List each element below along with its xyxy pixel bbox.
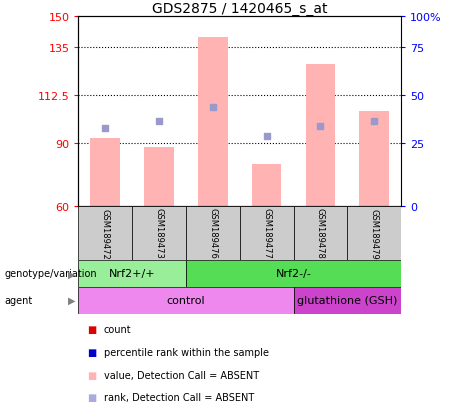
Point xyxy=(101,125,109,132)
Point xyxy=(209,104,217,111)
Text: value, Detection Call = ABSENT: value, Detection Call = ABSENT xyxy=(104,370,259,380)
Bar xyxy=(240,206,294,260)
Bar xyxy=(78,206,132,260)
Bar xyxy=(347,206,401,260)
Text: agent: agent xyxy=(5,295,33,306)
Bar xyxy=(90,139,120,206)
Text: percentile rank within the sample: percentile rank within the sample xyxy=(104,347,269,357)
Text: Nrf2+/+: Nrf2+/+ xyxy=(109,268,155,279)
Text: ▶: ▶ xyxy=(68,295,75,306)
Bar xyxy=(306,65,335,206)
Title: GDS2875 / 1420465_s_at: GDS2875 / 1420465_s_at xyxy=(152,2,327,16)
Point xyxy=(155,119,163,126)
Text: control: control xyxy=(166,295,205,306)
Text: count: count xyxy=(104,324,131,335)
Bar xyxy=(294,287,401,314)
Text: GSM189478: GSM189478 xyxy=(316,208,325,259)
Text: ■: ■ xyxy=(88,324,97,335)
Bar xyxy=(132,206,186,260)
Text: glutathione (GSH): glutathione (GSH) xyxy=(297,295,397,306)
Text: GSM189472: GSM189472 xyxy=(101,208,110,259)
Point xyxy=(371,119,378,126)
Text: rank, Detection Call = ABSENT: rank, Detection Call = ABSENT xyxy=(104,392,254,403)
Text: ■: ■ xyxy=(88,370,97,380)
Bar xyxy=(78,260,186,287)
Bar xyxy=(186,206,240,260)
Bar xyxy=(198,38,228,206)
Bar xyxy=(78,287,294,314)
Bar xyxy=(360,112,389,206)
Text: ▶: ▶ xyxy=(68,268,75,279)
Text: Nrf2-/-: Nrf2-/- xyxy=(276,268,312,279)
Bar xyxy=(252,164,281,206)
Text: GSM189473: GSM189473 xyxy=(154,208,164,259)
Text: ■: ■ xyxy=(88,392,97,403)
Bar xyxy=(186,260,401,287)
Point xyxy=(263,133,270,140)
Text: genotype/variation: genotype/variation xyxy=(5,268,97,279)
Text: GSM189476: GSM189476 xyxy=(208,208,217,259)
Point xyxy=(317,123,324,130)
Bar xyxy=(144,147,174,206)
Text: GSM189479: GSM189479 xyxy=(370,208,378,259)
Text: ■: ■ xyxy=(88,347,97,357)
Text: GSM189477: GSM189477 xyxy=(262,208,271,259)
Bar xyxy=(294,206,347,260)
